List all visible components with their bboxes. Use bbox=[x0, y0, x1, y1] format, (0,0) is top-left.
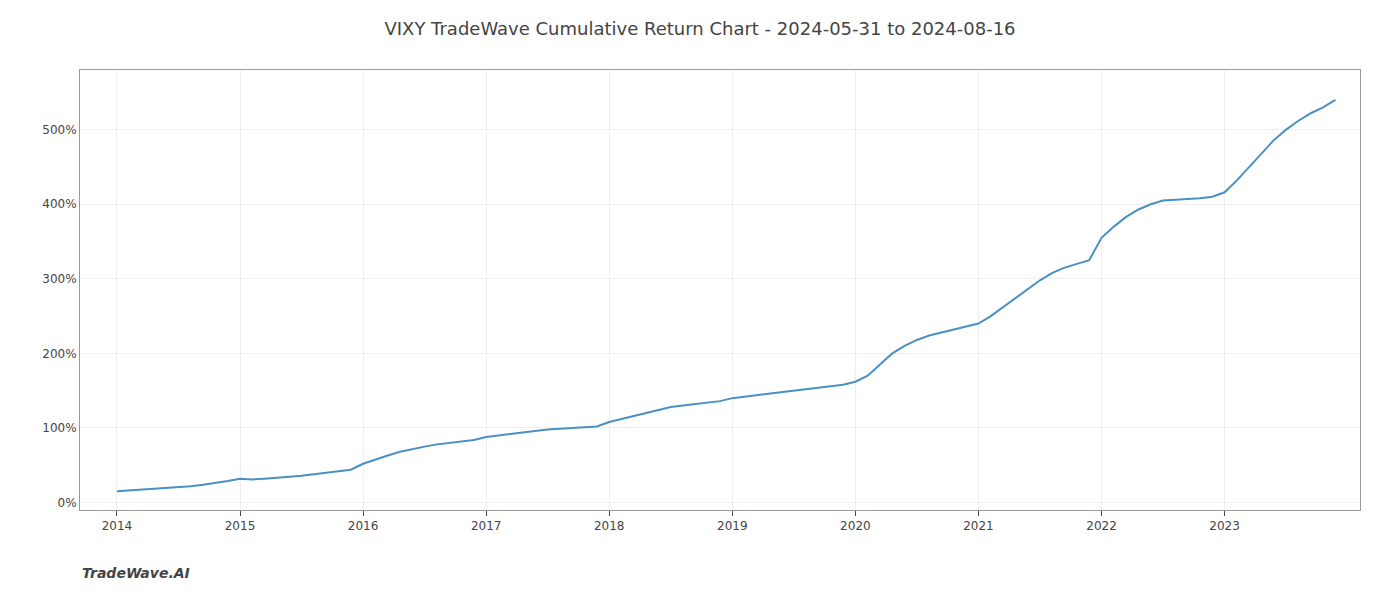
svg-text:2017: 2017 bbox=[471, 519, 502, 533]
svg-text:2022: 2022 bbox=[1086, 519, 1117, 533]
svg-text:2019: 2019 bbox=[717, 519, 748, 533]
svg-text:0%: 0% bbox=[58, 496, 77, 510]
svg-text:2018: 2018 bbox=[594, 519, 625, 533]
svg-text:2015: 2015 bbox=[225, 519, 256, 533]
svg-text:TradeWave.AI: TradeWave.AI bbox=[82, 565, 190, 581]
svg-text:2021: 2021 bbox=[963, 519, 994, 533]
svg-text:2016: 2016 bbox=[348, 519, 379, 533]
svg-text:200%: 200% bbox=[42, 347, 76, 361]
svg-text:2023: 2023 bbox=[1209, 519, 1240, 533]
svg-text:500%: 500% bbox=[42, 123, 76, 137]
svg-text:400%: 400% bbox=[42, 197, 76, 211]
svg-text:300%: 300% bbox=[42, 272, 76, 286]
svg-text:2020: 2020 bbox=[840, 519, 871, 533]
svg-text:VIXY TradeWave Cumulative Retu: VIXY TradeWave Cumulative Return Chart -… bbox=[384, 18, 1015, 39]
svg-text:2014: 2014 bbox=[102, 519, 133, 533]
svg-text:100%: 100% bbox=[42, 421, 76, 435]
